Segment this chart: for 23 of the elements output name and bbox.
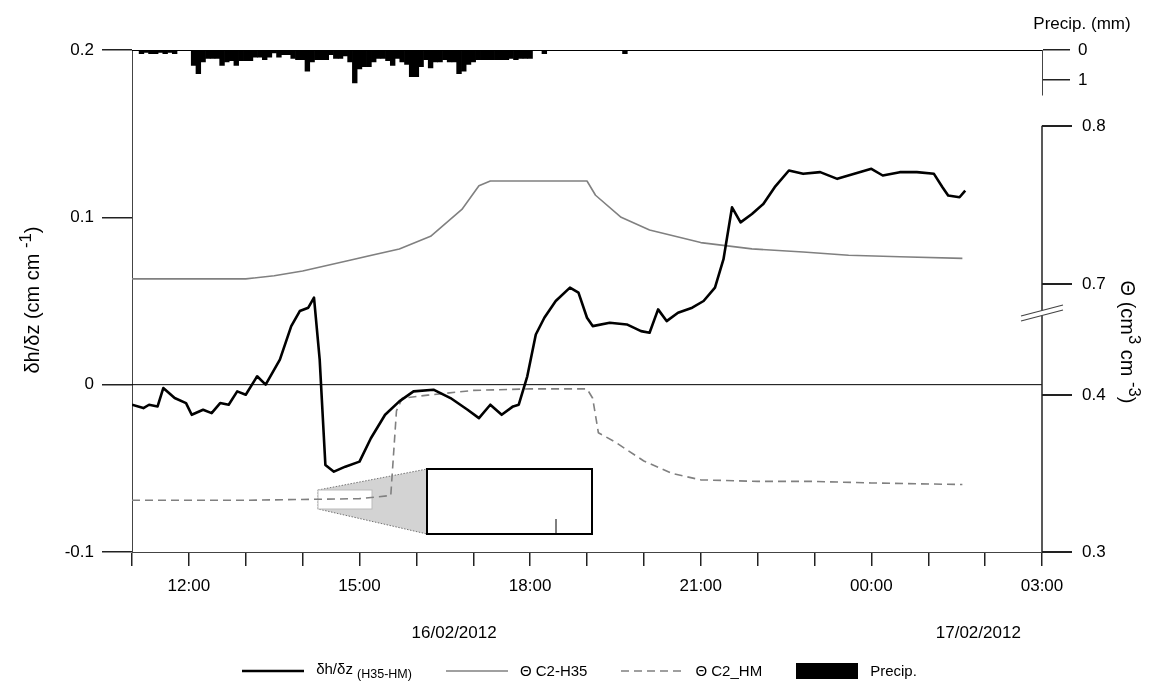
y-axis-title: Precip. (mm) xyxy=(1033,14,1131,34)
y-tick-label: 0 xyxy=(84,374,94,394)
legend-label: Θ C2-H35 xyxy=(519,662,588,679)
x-tick-label: 12:00 xyxy=(167,575,211,595)
text: 16/02/2012 xyxy=(411,623,497,642)
y-tick-label: 0 xyxy=(1078,39,1088,59)
y3-tick-label: 0.7 xyxy=(1082,273,1106,293)
y2-tick-label: 0.3 xyxy=(1082,541,1106,561)
y-tick-label: 0.1 xyxy=(70,207,94,227)
y-tick-label: -0.1 xyxy=(64,541,94,561)
x-tick-label: 03:00 xyxy=(1020,575,1064,595)
y-tick-label: 0.2 xyxy=(70,39,94,59)
x-tick-label: 00:00 xyxy=(850,575,893,595)
legend-label: Θ C2_HM xyxy=(695,662,763,679)
legend-label: Precip. xyxy=(870,662,917,679)
x-tick-label: 18:00 xyxy=(508,575,552,595)
x-tick-label: 15:00 xyxy=(338,575,381,595)
legend-label: δh/δz $_{(H35-HM)}$ xyxy=(316,660,412,681)
y-tick-label: 1 xyxy=(1078,69,1088,89)
x-tick-label: 21:00 xyxy=(679,575,723,595)
y3-tick-label: 0.8 xyxy=(1082,115,1106,135)
text: 17/02/2012 xyxy=(935,623,1021,642)
y2-tick-label: 0.4 xyxy=(1082,384,1106,404)
